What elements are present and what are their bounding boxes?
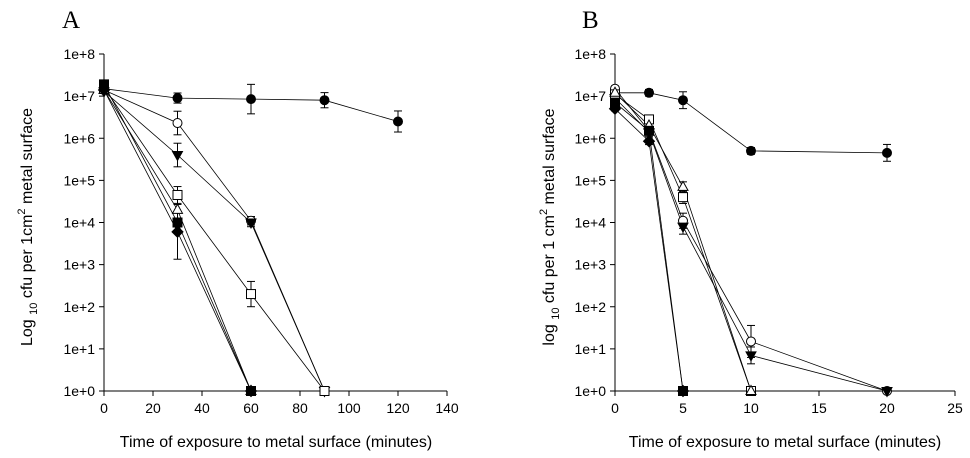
data-point-filled-square	[246, 386, 256, 396]
x-tick-label: 120	[386, 400, 410, 416]
x-tick-label: 60	[243, 400, 259, 416]
series-line-filled-circle	[615, 92, 888, 154]
series-line-filled-triangle-down	[103, 90, 325, 392]
data-point-filled-triangle-down	[171, 151, 184, 162]
x-tick-label: 80	[292, 400, 308, 416]
x-tick-label: 0	[611, 400, 619, 416]
series-line-open-square	[103, 87, 325, 392]
panel-b-plot-area: 1e+0 1e+1 1e+2 1e+3 1e+4 1e+5 1e+6 1e+7 1e+8 0 5 10…	[574, 46, 963, 416]
y-tick-label: 1e+0	[63, 383, 95, 399]
data-point-open-circle	[746, 336, 756, 347]
data-point-filled-circle	[882, 147, 892, 158]
data-point-filled-triangle-down	[881, 387, 893, 398]
y-tick-label: 1e+2	[63, 299, 95, 315]
data-point-filled-square	[172, 217, 183, 228]
data-point-filled-circle	[172, 93, 183, 104]
x-tick-label: 15	[811, 400, 827, 416]
data-point-open-triangle-up	[609, 86, 621, 97]
x-tick-label: 20	[145, 400, 161, 416]
data-point-open-triangle-up	[171, 203, 184, 214]
data-point-filled-square	[99, 79, 109, 90]
data-point-filled-square	[678, 386, 688, 396]
data-point-filled-triangle-down	[745, 351, 757, 362]
x-tick-label: 5	[679, 400, 687, 416]
data-point-filled-circle	[393, 116, 403, 127]
data-point-filled-circle	[319, 95, 330, 106]
data-point-open-square	[246, 289, 256, 300]
data-point-open-square	[172, 189, 183, 200]
x-tick-label: 100	[337, 400, 361, 416]
data-point-open-square	[319, 386, 330, 396]
y-tick-label: 1e+4	[574, 215, 606, 231]
series-line-open-triangle-up	[614, 92, 752, 392]
data-point-filled-circle	[678, 95, 688, 106]
data-point-filled-diamond	[171, 225, 184, 239]
data-point-filled-triangle-down	[245, 218, 257, 230]
series-line-open-circle	[103, 89, 325, 392]
data-point-open-triangle-up	[677, 180, 689, 191]
y-tick-label: 1e+5	[63, 172, 95, 188]
y-tick-label: 1e+8	[63, 46, 95, 62]
x-tick-label: 40	[194, 400, 210, 416]
x-tick-label: 20	[879, 400, 895, 416]
panel-label-a: A	[62, 7, 80, 34]
panel-label-b: B	[582, 7, 599, 34]
data-point-open-circle	[172, 118, 183, 129]
series-line-filled-diamond	[614, 108, 684, 392]
data-point-filled-diamond	[642, 135, 656, 148]
y-tick-label: 1e+2	[574, 299, 606, 315]
y-tick-label: 1e+5	[574, 172, 606, 188]
data-point-filled-square	[644, 125, 654, 136]
y-tick-label: 1e+3	[574, 257, 606, 273]
y-tick-label: 1e+3	[63, 257, 95, 273]
panel-b: B 1e+0 1e+1 1e+2 1e+3 1e+4 1e+5 1e+6 1e+7 1e+8 0 5…	[538, 7, 963, 451]
panel-b-x-axis-title: Time of exposure to metal surface (minut…	[629, 434, 941, 451]
panel-a-plot-area: 1e+0 1e+1 1e+2 1e+3 1e+4 1e+5 1e+6 1e+7 1e+8 0 20 4…	[63, 46, 458, 416]
y-tick-label: 1e+1	[574, 341, 606, 357]
panel-a: A 1e+0 1e+1 1e+2 1e+3 1e+4 1e+5 1e+6 1e+7 1e+8 0 2…	[16, 7, 459, 451]
series-line-open-square	[614, 94, 752, 392]
data-point-filled-circle	[746, 145, 756, 156]
y-tick-label: 1e+1	[63, 341, 95, 357]
x-tick-label: 0	[100, 400, 108, 416]
y-tick-label: 1e+8	[574, 46, 606, 62]
data-point-open-square	[678, 192, 688, 203]
data-point-filled-circle	[644, 87, 654, 98]
y-tick-label: 1e+7	[63, 88, 95, 104]
panel-b-y-axis-title: log 10 cfu per 1 cm2 metal surface	[538, 108, 562, 345]
x-tick-label: 10	[743, 400, 759, 416]
data-point-filled-circle	[246, 94, 256, 105]
data-point-filled-square	[610, 97, 620, 108]
y-tick-label: 1e+0	[574, 383, 606, 399]
x-tick-label: 140	[435, 400, 459, 416]
panel-a-y-axis-title: Log 10 cfu per 1cm2 metal surface	[16, 108, 40, 346]
data-point-filled-triangle-down	[677, 222, 689, 234]
x-tick-label: 25	[947, 400, 963, 416]
y-tick-label: 1e+7	[574, 88, 606, 104]
y-tick-label: 1e+6	[63, 130, 95, 146]
data-point-open-triangle-up	[745, 384, 757, 395]
y-tick-label: 1e+4	[63, 215, 95, 231]
panel-a-x-axis-title: Time of exposure to metal surface (minut…	[120, 434, 432, 451]
y-tick-label: 1e+6	[574, 130, 606, 146]
